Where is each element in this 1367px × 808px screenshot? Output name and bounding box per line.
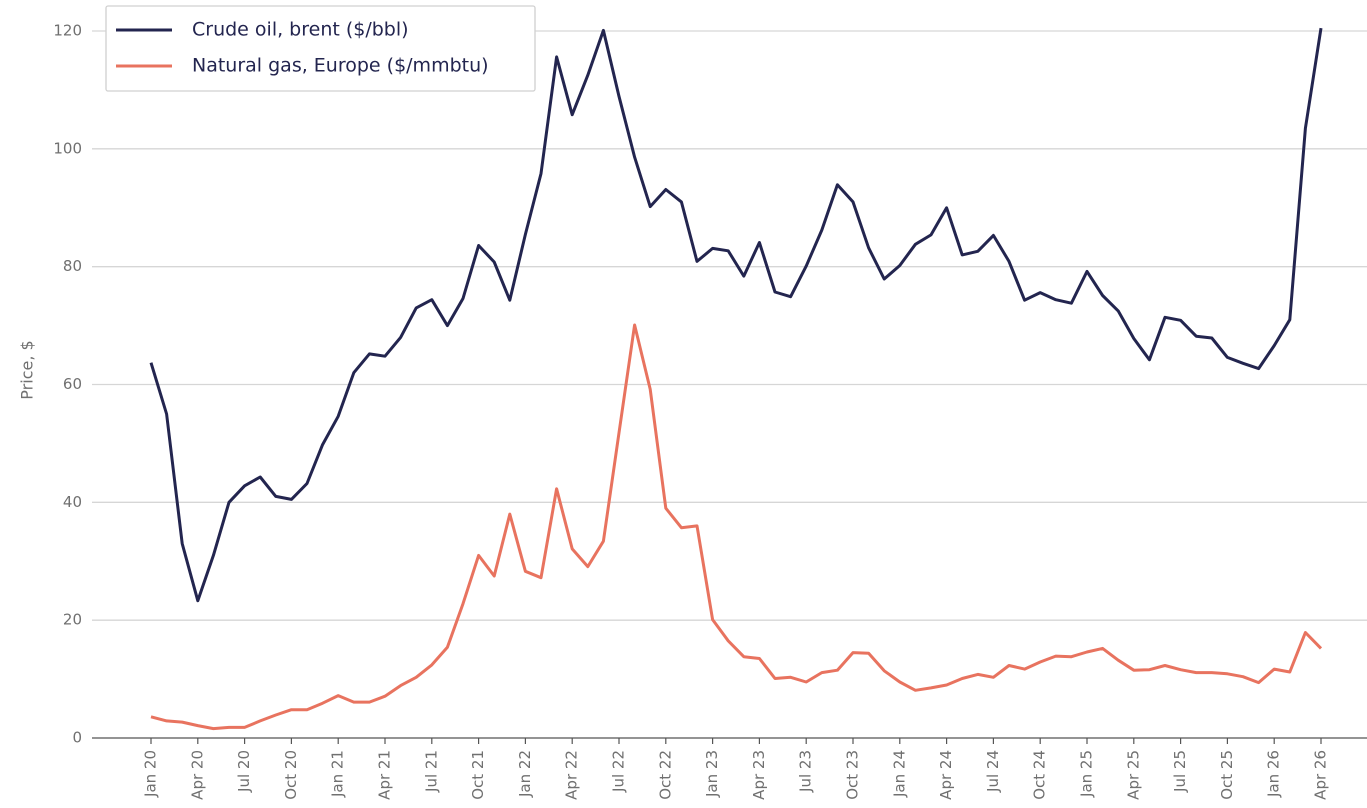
x-tick-label: Apr 23 [750, 750, 768, 800]
legend-label: Natural gas, Europe ($/mmbtu) [192, 55, 489, 77]
x-tick-label: Jan 21 [329, 750, 347, 798]
y-tick-label: 120 [53, 22, 82, 40]
y-axis-label: Price, $ [18, 340, 37, 399]
x-tick-label: Jul 23 [797, 750, 815, 793]
x-tick-label: Oct 25 [1218, 750, 1236, 800]
x-tick-label: Jul 20 [235, 750, 253, 793]
x-tick-label: Jan 22 [516, 750, 534, 798]
x-tick-label: Oct 20 [282, 750, 300, 800]
y-tick-label: 40 [63, 493, 82, 511]
x-tick-label: Apr 22 [563, 750, 581, 800]
x-tick-label: Apr 26 [1312, 750, 1330, 800]
x-tick-label: Jan 25 [1078, 750, 1096, 798]
y-tick-label: 80 [63, 257, 82, 275]
x-tick-label: Oct 23 [844, 750, 862, 800]
x-tick-label: Oct 22 [656, 750, 674, 800]
y-tick-label: 0 [72, 729, 82, 747]
legend-box [105, 5, 536, 92]
x-tick-label: Jan 24 [890, 750, 908, 798]
series-line [150, 323, 1323, 731]
x-tick-label: Oct 24 [1031, 750, 1049, 800]
x-tick-label: Jul 21 [422, 750, 440, 793]
x-tick-label: Jan 23 [703, 750, 721, 798]
x-tick-label: Apr 25 [1124, 750, 1142, 800]
x-tick-label: Apr 20 [188, 750, 206, 800]
x-tick-label: Apr 21 [376, 750, 394, 800]
y-tick-label: 60 [63, 375, 82, 393]
x-tick-label: Jan 20 [142, 750, 160, 798]
legend-label: Crude oil, brent ($/bbl) [192, 19, 409, 41]
x-tick-label: Jul 25 [1171, 750, 1189, 793]
y-tick-label: 20 [63, 611, 82, 629]
series-line [149, 27, 1323, 603]
x-tick-label: Apr 24 [937, 750, 955, 800]
x-tick-label: Jul 22 [610, 750, 628, 793]
x-tick-label: Jul 24 [984, 750, 1002, 793]
x-tick-label: Jan 26 [1265, 750, 1283, 798]
x-tick-label: Oct 21 [469, 750, 487, 800]
y-tick-label: 100 [53, 139, 82, 157]
